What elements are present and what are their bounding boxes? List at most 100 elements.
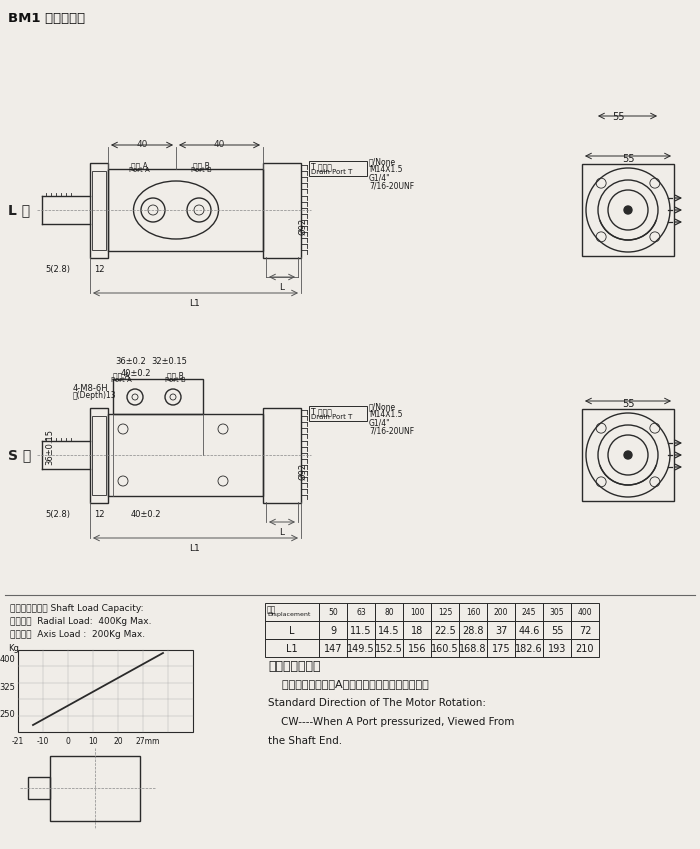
Text: 156: 156: [407, 644, 426, 654]
Text: S 形: S 形: [8, 448, 32, 462]
Bar: [375, 621, 403, 639]
Bar: [265, 621, 319, 639]
Bar: [459, 603, 487, 621]
Bar: [403, 621, 431, 639]
Text: T 泄油口: T 泄油口: [311, 162, 332, 171]
Text: -21: -21: [12, 737, 24, 746]
Text: 输出轴负载能力 Shaft Load Capacity:: 输出轴负载能力 Shaft Load Capacity:: [10, 604, 144, 613]
Text: 36±0.15: 36±0.15: [46, 429, 55, 465]
Bar: [543, 603, 571, 621]
Bar: [487, 621, 515, 639]
Bar: [571, 621, 599, 639]
Bar: [113, 379, 203, 414]
Bar: [571, 603, 599, 621]
Bar: [375, 639, 403, 657]
Text: 400: 400: [0, 655, 15, 664]
Bar: [265, 603, 319, 621]
Text: M14X1.5: M14X1.5: [369, 410, 402, 419]
Bar: [571, 639, 599, 657]
Text: Port B: Port B: [190, 167, 211, 173]
Bar: [309, 161, 367, 176]
Bar: [515, 621, 543, 639]
Text: 7/16-20UNF: 7/16-20UNF: [369, 426, 414, 435]
Text: 200: 200: [494, 608, 508, 617]
Text: L 形: L 形: [8, 203, 30, 217]
Text: 168.8: 168.8: [459, 644, 486, 654]
Text: 100: 100: [410, 608, 424, 617]
Bar: [487, 603, 515, 621]
Text: 油口 B: 油口 B: [167, 371, 183, 380]
Text: 193: 193: [548, 644, 566, 654]
Bar: [18, 650, 193, 732]
Text: 马达标准旋向：: 马达标准旋向：: [268, 660, 321, 673]
Text: 175: 175: [491, 644, 510, 654]
Text: 32±0.15: 32±0.15: [151, 357, 187, 366]
Text: 40: 40: [136, 140, 148, 149]
Text: 7/16-20UNF: 7/16-20UNF: [369, 181, 414, 190]
Bar: [403, 603, 431, 621]
Bar: [108, 414, 263, 496]
Text: 22.5: 22.5: [434, 626, 456, 636]
Text: 160: 160: [466, 608, 480, 617]
Text: 40±0.2: 40±0.2: [131, 510, 161, 519]
Text: 245: 245: [522, 608, 536, 617]
Text: 40: 40: [214, 140, 225, 149]
Bar: [90, 408, 108, 503]
Text: 油口 B: 油口 B: [193, 161, 209, 170]
Bar: [431, 621, 459, 639]
Bar: [582, 164, 674, 256]
Bar: [319, 639, 347, 657]
Text: the Shaft End.: the Shaft End.: [268, 736, 342, 746]
Text: 28.8: 28.8: [462, 626, 484, 636]
Bar: [28, 777, 50, 799]
Text: 55: 55: [551, 626, 564, 636]
Text: 5(2.8): 5(2.8): [46, 510, 71, 519]
Text: Ø92: Ø92: [298, 463, 307, 480]
Bar: [582, 409, 674, 501]
Text: 37: 37: [495, 626, 508, 636]
Bar: [265, 639, 319, 657]
Bar: [403, 639, 431, 657]
Bar: [347, 639, 375, 657]
Text: 排量: 排量: [267, 605, 276, 614]
Text: Port A: Port A: [111, 377, 132, 383]
Text: 油口 A: 油口 A: [113, 371, 130, 380]
Text: Drain Port T: Drain Port T: [311, 414, 352, 420]
Text: 55: 55: [622, 154, 634, 164]
Text: 152.5: 152.5: [375, 644, 403, 654]
Bar: [515, 639, 543, 657]
Bar: [108, 169, 263, 251]
Text: 160.5: 160.5: [431, 644, 458, 654]
Text: 250: 250: [0, 710, 15, 719]
Text: 325: 325: [0, 683, 15, 692]
Bar: [92, 416, 106, 495]
Bar: [347, 621, 375, 639]
Text: 9: 9: [330, 626, 336, 636]
Bar: [515, 603, 543, 621]
Text: 径向负载  Radial Load:  400Kg Max.: 径向负载 Radial Load: 400Kg Max.: [10, 617, 151, 626]
Bar: [459, 621, 487, 639]
Bar: [263, 163, 301, 258]
Bar: [90, 163, 108, 258]
Text: L1: L1: [190, 544, 200, 553]
Text: BM1 连接外形图: BM1 连接外形图: [8, 12, 85, 25]
Text: Displacement: Displacement: [267, 612, 310, 617]
Text: 10: 10: [88, 737, 98, 746]
Text: T 泄油口: T 泄油口: [311, 407, 332, 416]
Text: 5(2.8): 5(2.8): [46, 265, 71, 274]
Text: 无/None: 无/None: [369, 157, 396, 166]
Bar: [319, 603, 347, 621]
Text: 油口 A: 油口 A: [131, 161, 148, 170]
Text: Drain Port T: Drain Port T: [311, 169, 352, 175]
Text: L: L: [289, 626, 295, 636]
Text: M14X1.5: M14X1.5: [369, 165, 402, 174]
Text: CW----When A Port pressurized, Viewed From: CW----When A Port pressurized, Viewed Fr…: [268, 717, 514, 727]
Bar: [319, 621, 347, 639]
Circle shape: [624, 206, 632, 214]
Text: 12: 12: [94, 510, 104, 519]
Text: 无/None: 无/None: [369, 402, 396, 411]
Bar: [347, 603, 375, 621]
Text: 36±0.2: 36±0.2: [115, 357, 146, 366]
Text: 20: 20: [113, 737, 122, 746]
Bar: [375, 603, 403, 621]
